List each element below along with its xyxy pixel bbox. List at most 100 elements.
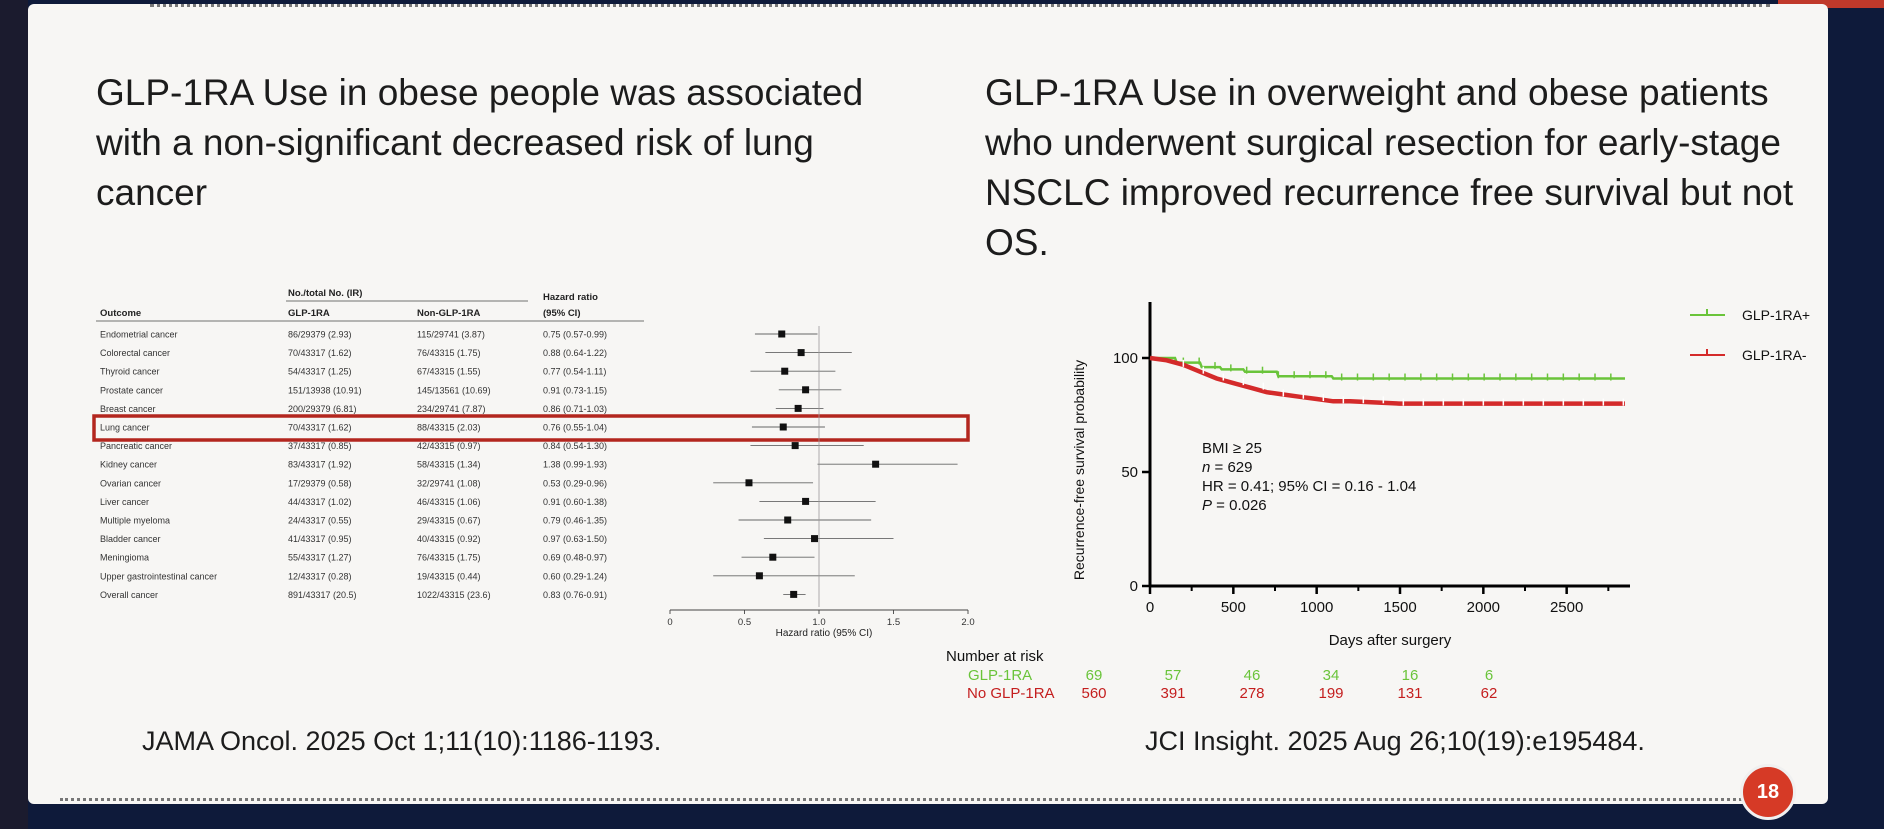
km-y-tick-label: 0: [1130, 578, 1138, 595]
risk-row-label: No GLP-1RA: [967, 685, 1055, 702]
legend-item: GLP-1RA+: [1690, 307, 1810, 323]
row-outcome: Thyroid cancer: [100, 367, 160, 377]
risk-value: 16: [1402, 667, 1419, 684]
row-non-glp: 1022/43315 (23.6): [417, 590, 491, 600]
annotation-bmi: BMI ≥ 25: [1202, 440, 1262, 457]
row-point: [797, 349, 805, 357]
row-glp: 70/43317 (1.62): [288, 423, 352, 433]
annotation-hr: HR = 0.41; 95% CI = 0.16 - 1.04: [1202, 478, 1416, 495]
risk-row: GLP-1RA 69 57 46 34 16 6: [968, 667, 1493, 684]
row-point: [791, 442, 799, 450]
forest-headers: No./total No. (IR) Hazard ratio Outcome …: [96, 288, 644, 322]
row-non-glp: 115/29741 (3.87): [417, 330, 485, 340]
row-point: [755, 572, 763, 580]
forest-row: Pancreatic cancer 37/43317 (0.85) 42/43315…: [100, 441, 864, 451]
risk-value: 62: [1481, 685, 1498, 702]
risk-value: 57: [1165, 667, 1182, 684]
row-point: [745, 479, 753, 487]
row-non-glp: 40/43315 (0.92): [417, 534, 481, 544]
right-citation: JCI Insight. 2025 Aug 26;10(19):e195484.: [1145, 726, 1645, 756]
row-outcome: Overall cancer: [100, 590, 158, 600]
km-x-tick-label: 2500: [1550, 599, 1583, 616]
forest-row: Upper gastrointestinal cancer 12/43317 (0…: [100, 571, 855, 581]
row-glp: 70/43317 (1.62): [288, 348, 352, 358]
row-hr-text: 0.84 (0.54-1.30): [543, 441, 607, 451]
background-edge: [0, 0, 28, 829]
risk-row-label: GLP-1RA: [968, 667, 1032, 684]
legend-label: GLP-1RA+: [1742, 307, 1810, 323]
legend-label: GLP-1RA-: [1742, 347, 1807, 363]
row-glp: 44/43317 (1.02): [288, 497, 352, 507]
row-outcome: Endometrial cancer: [100, 330, 178, 340]
row-point: [781, 367, 789, 375]
row-point: [790, 590, 798, 598]
row-hr-text: 0.97 (0.63-1.50): [543, 534, 607, 544]
row-non-glp: 42/43315 (0.97): [417, 441, 481, 451]
row-hr-text: 0.75 (0.57-0.99): [543, 330, 607, 340]
risk-value: 6: [1485, 667, 1493, 684]
row-point: [802, 497, 810, 505]
row-point: [802, 386, 810, 394]
row-hr-text: 0.88 (0.64-1.22): [543, 348, 607, 358]
header-hr: Hazard ratio: [543, 292, 598, 303]
row-hr-text: 1.38 (0.99-1.93): [543, 460, 607, 470]
row-point: [811, 535, 819, 543]
row-hr-text: 0.60 (0.29-1.24): [543, 571, 607, 581]
row-glp: 24/43317 (0.55): [288, 516, 352, 526]
row-outcome: Pancreatic cancer: [100, 441, 172, 451]
row-non-glp: 58/43315 (1.34): [417, 460, 481, 470]
row-outcome: Liver cancer: [100, 497, 149, 507]
annotation-p: P = 0.026: [1202, 497, 1267, 514]
row-glp: 83/43317 (1.92): [288, 460, 352, 470]
row-non-glp: 76/43315 (1.75): [417, 553, 481, 563]
row-outcome: Upper gastrointestinal cancer: [100, 571, 217, 581]
row-glp: 200/29379 (6.81): [288, 404, 357, 414]
annotation-n: n = 629: [1202, 459, 1252, 476]
accent-bar: [1778, 0, 1884, 8]
legend-item: GLP-1RA-: [1690, 347, 1807, 363]
row-glp: 151/13938 (10.91): [288, 385, 362, 395]
km-annotation: BMI ≥ 25 n = 629 HR = 0.41; 95% CI = 0.1…: [1202, 440, 1416, 514]
risk-value: 278: [1239, 685, 1264, 702]
km-ylabel: Recurrence-free survival probability: [1071, 360, 1087, 580]
forest-row: Thyroid cancer 54/43317 (1.25) 67/43315 (1…: [100, 367, 836, 377]
risk-value: 131: [1397, 685, 1422, 702]
row-non-glp: 145/13561 (10.69): [417, 385, 491, 395]
row-outcome: Breast cancer: [100, 404, 156, 414]
forest-row: Kidney cancer 83/43317 (1.92) 58/43315 (1.…: [100, 460, 958, 470]
forest-row: Liver cancer 44/43317 (1.02) 46/43315 (1.0…: [100, 497, 876, 507]
bottom-divider: [60, 798, 1760, 801]
km-series: [1149, 355, 1625, 406]
row-hr-text: 0.91 (0.73-1.15): [543, 385, 607, 395]
forest-row: Overall cancer 891/43317 (20.5) 1022/43315…: [100, 590, 806, 600]
series-glp-positive: [1150, 356, 1625, 380]
row-non-glp: 46/43315 (1.06): [417, 497, 481, 507]
row-outcome: Kidney cancer: [100, 460, 157, 470]
row-point: [872, 460, 880, 468]
forest-tick-label: 2.0: [961, 617, 974, 628]
forest-tick-label: 0: [667, 617, 672, 628]
risk-table: Number at risk GLP-1RA 69 57 46 34 16 6No GLP-…: [946, 648, 1497, 702]
row-non-glp: 19/43315 (0.44): [417, 571, 481, 581]
forest-row: Lung cancer 70/43317 (1.62) 88/43315 (2.03…: [92, 414, 970, 442]
risk-title: Number at risk: [946, 648, 1044, 665]
km-x-tick-label: 500: [1221, 599, 1246, 616]
annotation-p-label: P: [1202, 497, 1212, 514]
forest-tick-label: 1.5: [887, 617, 900, 628]
forest-row: Bladder cancer 41/43317 (0.95) 40/43315 (0…: [100, 534, 894, 544]
row-outcome: Multiple myeloma: [100, 516, 170, 526]
forest-tick-label: 1.0: [812, 617, 825, 628]
row-glp: 41/43317 (0.95): [288, 534, 352, 544]
risk-value: 34: [1323, 667, 1340, 684]
km-xlabel: Days after surgery: [1329, 632, 1452, 649]
row-glp: 12/43317 (0.28): [288, 571, 352, 581]
row-outcome: Lung cancer: [100, 423, 150, 433]
header-outcome: Outcome: [100, 308, 141, 319]
risk-value: 46: [1244, 667, 1261, 684]
row-outcome: Prostate cancer: [100, 385, 163, 395]
row-hr-text: 0.83 (0.76-0.91): [543, 590, 607, 600]
row-non-glp: 67/43315 (1.55): [417, 367, 481, 377]
row-glp: 891/43317 (20.5): [288, 590, 357, 600]
row-non-glp: 76/43315 (1.75): [417, 348, 481, 358]
